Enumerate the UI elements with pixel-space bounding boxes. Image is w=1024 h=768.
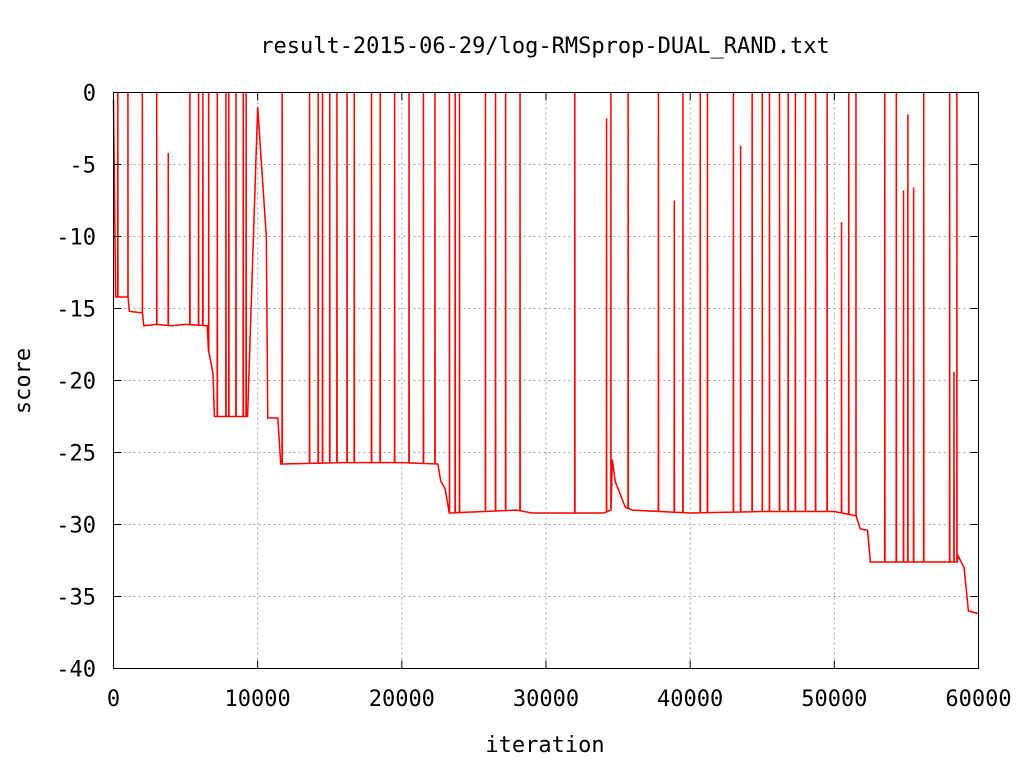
grid — [113, 92, 979, 669]
y-tick-label: -30 — [56, 514, 96, 539]
x-tick-labels: 0 10000 20000 30000 40000 50000 60000 — [107, 687, 1012, 712]
y-tick-labels: 0 -5 -10 -15 -20 -25 -30 -35 -40 — [56, 82, 96, 683]
y-tick-label: -40 — [56, 658, 96, 683]
x-tick-label: 0 — [107, 687, 120, 712]
score-line — [112, 92, 979, 615]
x-tick-label: 30000 — [513, 687, 579, 712]
x-tick-label: 40000 — [657, 687, 723, 712]
y-tick-label: -20 — [56, 370, 96, 395]
chart-title: result-2015-06-29/log-RMSprop-DUAL_RAND.… — [260, 34, 830, 59]
y-tick-label: -35 — [56, 586, 96, 611]
x-tick-label: 60000 — [945, 687, 1011, 712]
tick-marks — [113, 92, 979, 669]
y-tick-label: -15 — [56, 298, 96, 323]
x-tick-label: 50000 — [801, 687, 867, 712]
series-layer — [112, 92, 979, 615]
x-tick-label: 10000 — [225, 687, 291, 712]
x-tick-label: 20000 — [369, 687, 435, 712]
y-tick-label: 0 — [83, 82, 96, 107]
y-tick-label: -25 — [56, 442, 96, 467]
y-tick-label: -5 — [70, 154, 97, 179]
x-axis-label: iteration — [485, 733, 604, 758]
y-axis-label: score — [11, 348, 36, 414]
y-tick-label: -10 — [56, 226, 96, 251]
